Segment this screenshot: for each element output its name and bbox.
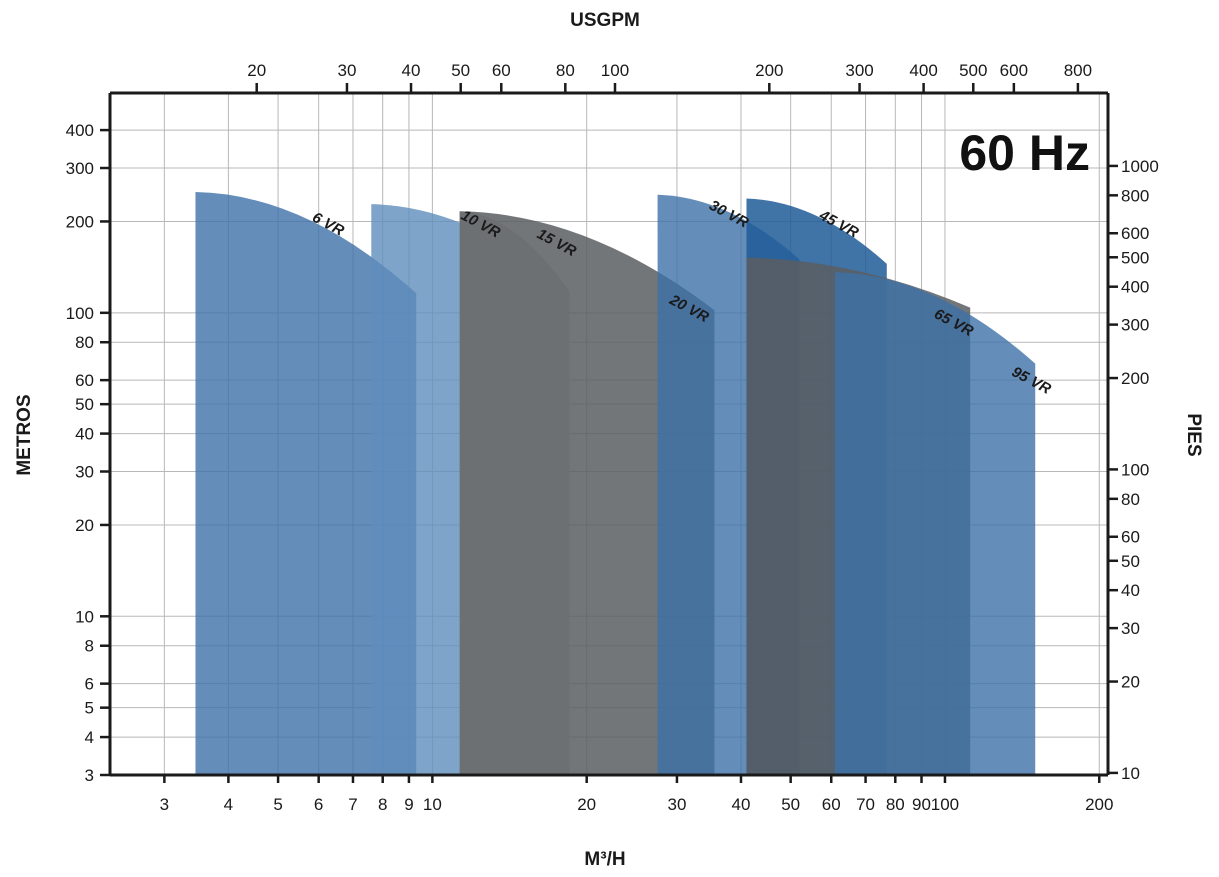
x-top-tick-label: 800	[1064, 61, 1092, 80]
x-top-tick-label: 400	[909, 61, 937, 80]
x-bottom-tick-label: 80	[886, 795, 905, 814]
y-left-tick-label: 50	[75, 395, 94, 414]
x-bottom-tick-label: 30	[667, 795, 686, 814]
y-left-axis-title: METROS	[14, 394, 35, 475]
y-right-tick-label: 10	[1121, 764, 1140, 783]
x-bottom-tick-label: 4	[224, 795, 233, 814]
y-right-tick-label: 800	[1121, 186, 1149, 205]
y-left-tick-label: 400	[66, 121, 94, 140]
y-left-tick-label: 30	[75, 463, 94, 482]
y-right-tick-label: 200	[1121, 369, 1149, 388]
y-right-tick-label: 400	[1121, 278, 1149, 297]
x-top-tick-label: 20	[247, 61, 266, 80]
y-right-tick-label: 300	[1121, 316, 1149, 335]
x-bottom-tick-label: 90	[912, 795, 931, 814]
y-left-tick-label: 10	[75, 607, 94, 626]
y-right-tick-label: 100	[1121, 460, 1149, 479]
x-top-tick-label: 40	[402, 61, 421, 80]
x-bottom-tick-label: 8	[378, 795, 387, 814]
x-bottom-tick-label: 100	[931, 795, 959, 814]
y-left-tick-label: 300	[66, 159, 94, 178]
y-left-tick-label: 4	[85, 728, 94, 747]
frequency-label: 60 Hz	[959, 125, 1090, 181]
y-right-tick-label: 500	[1121, 248, 1149, 267]
y-right-tick-label: 1000	[1121, 157, 1159, 176]
x-top-tick-label: 500	[959, 61, 987, 80]
x-top-tick-label: 50	[451, 61, 470, 80]
x-bottom-tick-label: 200	[1085, 795, 1113, 814]
y-left-tick-label: 40	[75, 425, 94, 444]
x-top-axis-title: USGPM	[570, 10, 640, 31]
x-bottom-tick-label: 70	[856, 795, 875, 814]
x-top-tick-label: 80	[556, 61, 575, 80]
y-right-tick-label: 80	[1121, 490, 1140, 509]
y-left-tick-label: 20	[75, 516, 94, 535]
x-bottom-tick-label: 40	[732, 795, 751, 814]
pump-range-areas	[195, 192, 1036, 776]
x-top-tick-label: 60	[492, 61, 511, 80]
y-right-axis-title: PIES	[1183, 413, 1204, 456]
y-left-tick-label: 6	[85, 675, 94, 694]
y-left-tick-label: 3	[85, 766, 94, 785]
x-bottom-tick-label: 50	[781, 795, 800, 814]
x-top-tick-label: 30	[338, 61, 357, 80]
y-left-tick-label: 5	[85, 699, 94, 718]
y-left-tick-label: 80	[75, 333, 94, 352]
area-95-vr	[834, 272, 1036, 775]
y-left-tick-label: 60	[75, 371, 94, 390]
x-bottom-tick-label: 10	[423, 795, 442, 814]
y-right-tick-label: 30	[1121, 619, 1140, 638]
x-top-tick-label: 300	[845, 61, 873, 80]
x-bottom-tick-label: 60	[822, 795, 841, 814]
x-bottom-axis-title: M³/H	[584, 849, 625, 870]
area-6-vr	[195, 192, 417, 776]
y-right-tick-label: 60	[1121, 528, 1140, 547]
x-bottom-tick-label: 6	[314, 795, 323, 814]
y-left-tick-label: 200	[66, 212, 94, 231]
area-20-vr	[459, 211, 715, 776]
y-right-tick-label: 40	[1121, 581, 1140, 600]
x-top-tick-label: 600	[1000, 61, 1028, 80]
x-bottom-tick-label: 9	[404, 795, 413, 814]
y-right-tick-label: 20	[1121, 673, 1140, 692]
y-left-tick-label: 8	[85, 637, 94, 656]
y-left-tick-label: 100	[66, 304, 94, 323]
y-right-tick-label: 50	[1121, 552, 1140, 571]
x-bottom-tick-label: 5	[273, 795, 282, 814]
y-right-tick-label: 600	[1121, 224, 1149, 243]
x-top-tick-label: 100	[601, 61, 629, 80]
x-bottom-tick-label: 7	[348, 795, 357, 814]
x-bottom-tick-label: 3	[160, 795, 169, 814]
x-bottom-tick-label: 20	[577, 795, 596, 814]
x-top-tick-label: 200	[755, 61, 783, 80]
